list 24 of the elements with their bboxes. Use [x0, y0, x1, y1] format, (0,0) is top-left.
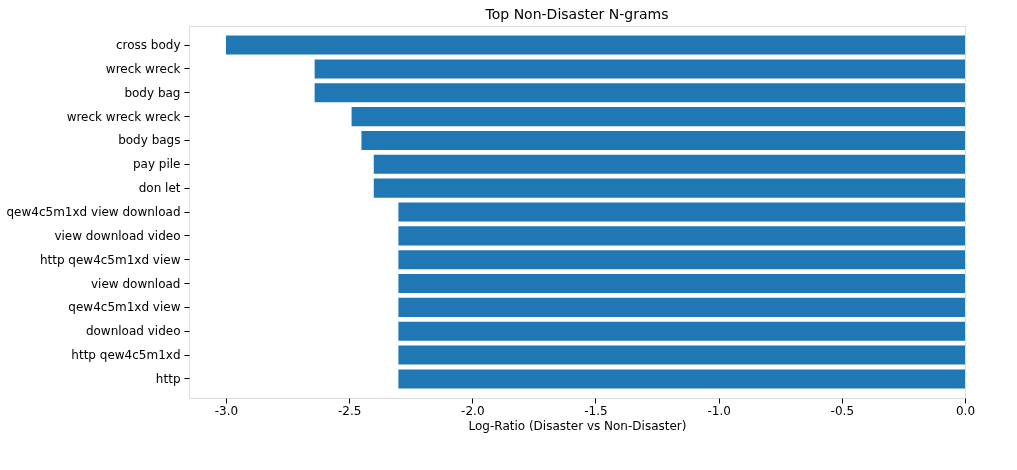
x-tick-label: -2.5 [337, 403, 362, 418]
y-tick-label: body bag [124, 85, 181, 100]
y-tick-label: qew4c5m1xd view [68, 300, 181, 315]
x-tick-label: 0.0 [955, 403, 976, 418]
y-tick-label: pay pile [132, 157, 181, 172]
y-tick-label: cross body [115, 38, 181, 53]
y-tick-label: download video [85, 324, 181, 339]
x-tick-label: -1.0 [707, 403, 731, 418]
y-tick-label: http qew4c5m1xd [71, 348, 181, 363]
x-tick-label: -2.0 [461, 403, 485, 418]
x-tick-label: -1.5 [584, 403, 608, 418]
x-tick-label: -0.5 [830, 403, 855, 418]
y-tick-label: view download video [54, 228, 181, 243]
y-tick-label: view download [91, 276, 181, 291]
y-tick-label: body bags [118, 133, 181, 148]
y-tick-label: wreck wreck [105, 61, 181, 76]
y-tick-label: http [155, 371, 181, 386]
x-tick-label: -3.0 [214, 403, 239, 418]
y-tick-label: qew4c5m1xd view download [6, 205, 181, 219]
chart-title: Top Non-Disaster N-grams [484, 6, 669, 22]
y-tick-label: http qew4c5m1xd view [39, 252, 181, 267]
y-tick-label: wreck wreck wreck [66, 109, 181, 124]
x-axis-title: Log-Ratio (Disaster vs Non-Disaster) [468, 418, 687, 433]
y-tick-label: don let [138, 181, 181, 196]
